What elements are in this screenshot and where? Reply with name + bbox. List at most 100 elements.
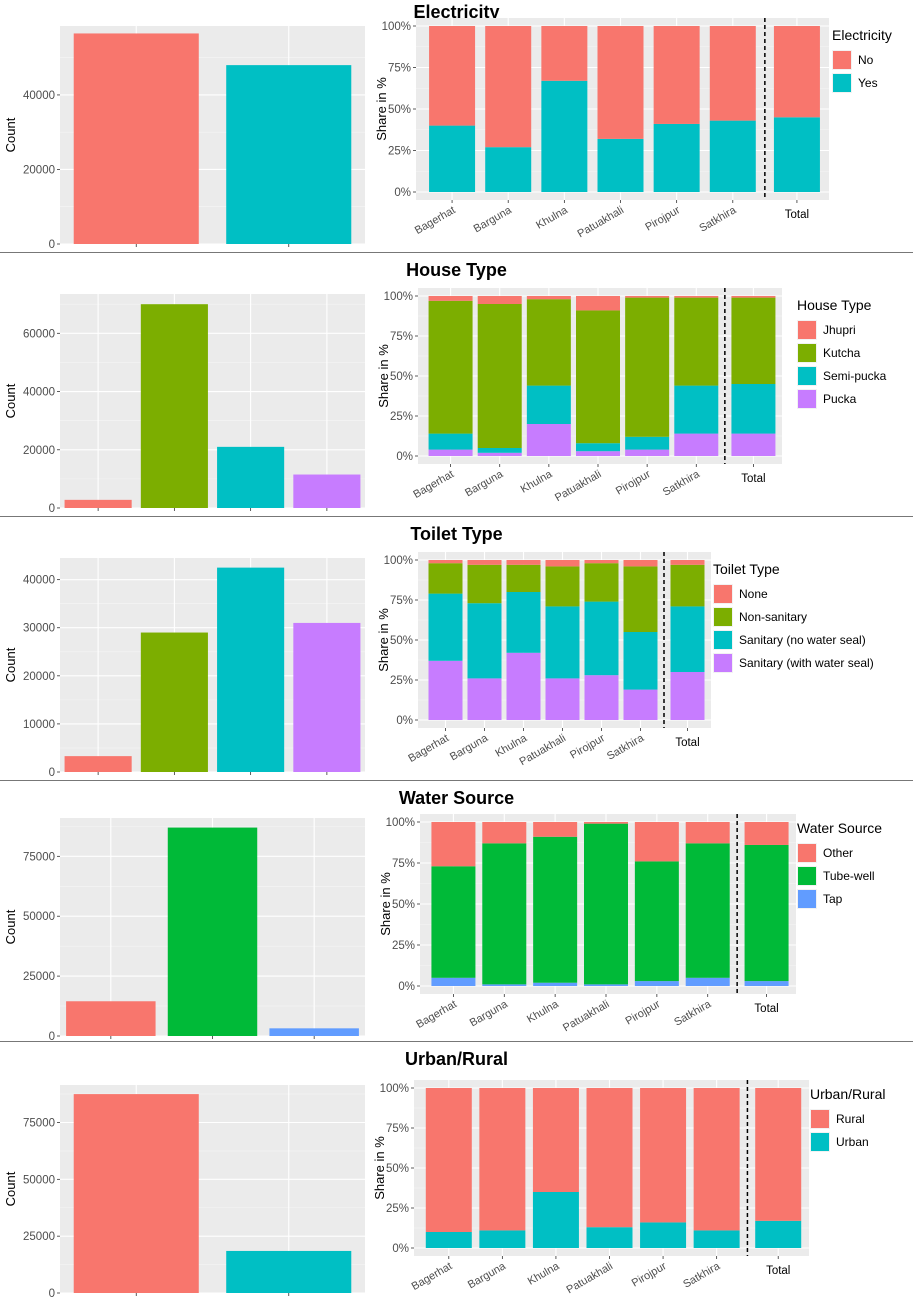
share-bar-segment xyxy=(674,296,719,298)
count-axis-label: Count xyxy=(3,383,18,418)
y-tick-label: 25% xyxy=(392,940,415,952)
share-bar-segment xyxy=(479,1088,526,1231)
share-bar-segment xyxy=(623,560,658,567)
share-bar-segment xyxy=(576,310,620,444)
legend-title: Urban/Rural xyxy=(810,1086,885,1102)
x-tick-label: Khulna xyxy=(526,1260,562,1288)
y-tick-label: 0% xyxy=(392,1243,409,1255)
y-tick-label: 50000 xyxy=(23,1174,55,1186)
share-bar-segment xyxy=(429,125,476,192)
y-tick-label: 50% xyxy=(386,1163,409,1175)
x-tick-label: Patuakhali xyxy=(565,1260,615,1296)
share-bar-segment xyxy=(428,660,463,720)
share-bar-segment xyxy=(584,601,619,676)
share-bar-segment xyxy=(685,977,730,986)
share-bar-segment xyxy=(477,452,522,456)
legend-title: House Type xyxy=(797,297,872,313)
share-bar-segment xyxy=(625,297,670,437)
chart-water-source: 0 25000 50000 75000 Count 0% 25% 50% 75% 100% Bage… xyxy=(3,814,882,1041)
y-tick-label: 75000 xyxy=(23,851,55,863)
panel-title: Urban/Rural xyxy=(404,1049,509,1069)
x-tick-label: Khulna xyxy=(519,468,555,496)
share-bar-segment xyxy=(477,304,522,448)
legend-swatch xyxy=(798,890,816,908)
share-bar-segment xyxy=(541,26,588,81)
legend-label: Pucka xyxy=(823,392,857,406)
x-tick-label: Barguna xyxy=(466,1260,509,1292)
share-bar-segment xyxy=(485,147,532,192)
panel-divider xyxy=(0,780,913,781)
share-bar-segment xyxy=(541,80,588,192)
share-bar-segment xyxy=(744,844,789,982)
count-bar xyxy=(73,33,199,245)
x-tick-label: Bagerhat xyxy=(411,468,456,501)
count-bar xyxy=(64,499,132,508)
share-bar-segment xyxy=(597,138,644,192)
share-bar-segment xyxy=(545,606,580,679)
share-bar-segment xyxy=(545,560,580,567)
legend-swatch xyxy=(798,867,816,885)
share-bar-segment xyxy=(576,451,620,456)
x-tick-label: Satkhira xyxy=(605,732,647,763)
y-tick-label: 30000 xyxy=(23,623,55,635)
share-bar-segment xyxy=(584,675,619,720)
legend-swatch xyxy=(811,1110,829,1128)
legend-label: None xyxy=(739,587,768,601)
y-tick-label: 25% xyxy=(390,675,413,687)
share-bar-segment xyxy=(584,823,628,985)
y-tick-label: 40000 xyxy=(23,575,55,587)
count-plot-background xyxy=(60,294,365,508)
share-bar-segment xyxy=(533,822,578,837)
y-tick-label: 0 xyxy=(49,767,55,779)
share-bar-segment xyxy=(428,296,473,301)
y-tick-label: 20000 xyxy=(23,445,55,457)
legend-label: Jhupri xyxy=(823,323,856,337)
count-axis-label: Count xyxy=(3,1171,18,1206)
share-bar-segment xyxy=(709,26,756,121)
legend-swatch xyxy=(798,367,816,385)
chart-house-type: 0 20000 40000 60000 Count 0% 25% 50% 75% 100% Bage… xyxy=(3,288,887,515)
count-bar xyxy=(217,446,285,508)
share-bar-segment xyxy=(693,1088,740,1231)
share-bar-segment xyxy=(731,297,776,384)
share-bar-segment xyxy=(625,296,670,298)
x-tick-label: Satkhira xyxy=(681,1260,723,1291)
y-tick-label: 25% xyxy=(386,1203,409,1215)
share-bar-segment xyxy=(425,1088,472,1232)
chart-urban-rural: 0 25000 50000 75000 Count 0% 25% 50% 75% 100% Bage… xyxy=(3,1080,885,1297)
share-bar-segment xyxy=(731,296,776,298)
share-bar-segment xyxy=(670,560,705,565)
share-bar-segment xyxy=(693,1230,740,1248)
share-bar-segment xyxy=(586,1088,633,1228)
x-tick-label: Khulna xyxy=(534,204,570,232)
legend-label: Yes xyxy=(858,76,878,90)
legend-label: Non-sanitary xyxy=(739,610,807,624)
panel-electricity: Electricity 0 20000 40000 Count 0% 25% 50% 75% 1… xyxy=(0,0,913,252)
share-bar-segment xyxy=(532,1088,579,1192)
share-bar-segment xyxy=(425,1232,472,1248)
share-bar-segment xyxy=(428,593,463,661)
panel-urban-rural: Urban/Rural 0 25000 50000 75000 Count 0% 25% 50… xyxy=(0,1047,913,1297)
y-tick-label: 100% xyxy=(382,21,411,33)
share-bar-segment xyxy=(576,443,620,452)
y-tick-label: 25% xyxy=(390,411,413,423)
share-bar-segment xyxy=(431,822,476,867)
legend-label: No xyxy=(858,53,874,67)
x-tick-label: Barguna xyxy=(468,998,511,1030)
share-bar-segment xyxy=(634,981,679,986)
share-bar-segment xyxy=(653,26,700,124)
legend-title: Toilet Type xyxy=(713,561,780,577)
y-tick-label: 20000 xyxy=(23,671,55,683)
x-tick-label: Barguna xyxy=(448,732,491,764)
share-bar-segment xyxy=(755,1220,802,1248)
x-tick-label: Pirojpur xyxy=(643,204,682,234)
share-bar-segment xyxy=(731,433,776,456)
y-tick-label: 50% xyxy=(388,104,411,116)
y-tick-label: 50000 xyxy=(23,911,55,923)
share-bar-segment xyxy=(467,678,502,720)
share-axis-label: Share in % xyxy=(378,872,393,936)
legend-label: Rural xyxy=(836,1112,865,1126)
share-axis-label: Share in % xyxy=(374,77,389,141)
x-tick-label: Patuakhali xyxy=(576,204,626,240)
share-bar-segment xyxy=(506,652,541,720)
